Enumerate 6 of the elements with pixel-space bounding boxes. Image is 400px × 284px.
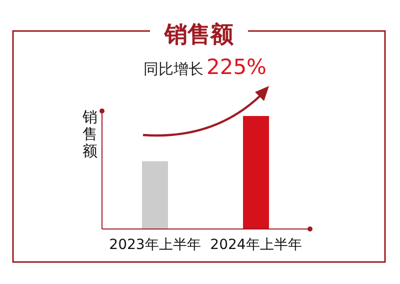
chart-title: 销售额: [164, 22, 234, 48]
y-axis-title: 销售额: [82, 108, 98, 160]
text: 225%: [206, 55, 267, 79]
x-tick-label: 2024年上半年: [210, 237, 302, 253]
x-tick-label: 2023年上半年: [109, 237, 201, 253]
text: 同比增长: [143, 60, 204, 78]
